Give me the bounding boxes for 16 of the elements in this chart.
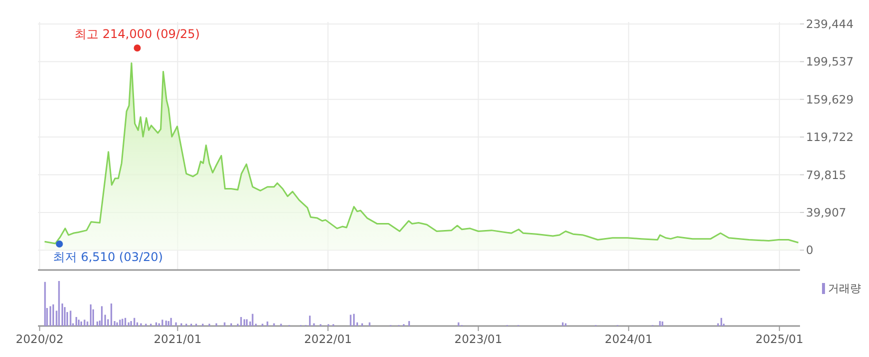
y-tick-label: 39,907 xyxy=(806,205,846,220)
y-tick-label: 119,722 xyxy=(806,130,854,144)
x-tick-label: 2020/02 xyxy=(16,332,64,346)
y-tick-label: 159,629 xyxy=(806,92,854,106)
x-tick-label: 2024/01 xyxy=(604,332,653,346)
annotation: 최고 214,000 (09/25) xyxy=(74,26,200,41)
legend-label: 거래량 xyxy=(828,282,861,295)
y-tick-label: 0 xyxy=(806,243,814,258)
x-tick-label: 2025/01 xyxy=(756,332,804,346)
y-tick-label: 239,444 xyxy=(806,16,854,31)
y-tick-label: 199,537 xyxy=(806,54,854,69)
annotation: 최저 6,510 (03/20) xyxy=(53,250,163,264)
y-tick-label: 79,815 xyxy=(806,168,846,182)
x-tick-label: 2023/01 xyxy=(454,332,502,346)
x-tick-label: 2021/01 xyxy=(154,332,202,346)
x-tick-label: 2022/01 xyxy=(304,332,352,346)
